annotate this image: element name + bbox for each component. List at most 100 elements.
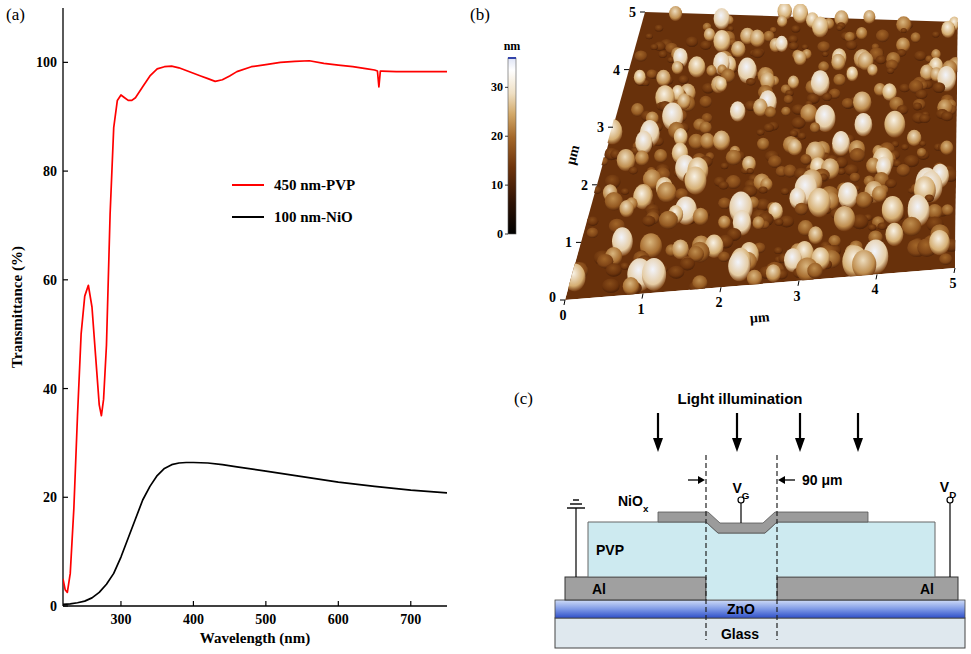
al-label: Al [592,581,606,597]
light-arrowhead [732,438,742,452]
y-tick-label: 80 [43,164,57,179]
afm-grain [564,264,586,292]
afm-x-tick [798,281,799,286]
afm-grain [831,54,845,71]
al-source [565,577,706,600]
x-tick-label: 400 [183,612,204,627]
colorbar-tick [505,136,508,137]
afm-grain [634,70,646,85]
afm-grain [728,26,734,31]
afm-grain [847,67,859,82]
afm-grain [852,250,876,279]
zno-label: ZnO [727,601,755,617]
afm-grain [714,8,730,30]
afm-grain [939,253,952,265]
afm-x-tick [642,294,643,299]
pvp-layer [588,522,935,600]
y-tick-label: 60 [43,273,57,288]
afm-grain [629,167,638,175]
afm-grain [836,26,842,31]
afm-grain [802,44,809,49]
y-axis-title: Transmittance (%) [9,246,26,368]
afm-grain [746,78,756,86]
ground-bar [573,499,579,500]
afm-grain [757,129,765,135]
afm-grain [668,266,684,279]
afm-grain [688,56,705,77]
afm-y-tick [560,300,565,301]
light-arrow [857,413,859,440]
afm-grain [885,223,903,246]
afm-y-tick-label: 0 [549,290,556,305]
x-tick [120,601,121,606]
afm-grain [656,70,670,87]
afm-y-tick [576,242,581,243]
afm-grain [914,51,926,61]
legend: 450 nm-PVP100 nm-NiO [232,177,355,225]
afm-grain [789,130,798,137]
afm-grain [713,30,730,52]
panel-b: (b)nm0102030012345012345μmμm [470,2,963,326]
legend-swatch [232,184,264,186]
colorbar-tick [505,185,508,186]
afm-grain [747,270,762,287]
afm-grain [704,28,715,41]
afm-grain [775,219,784,226]
dim-arrowhead [698,476,705,484]
afm-grain [902,217,921,236]
afm-grain [621,188,629,195]
afm-grain [657,182,676,203]
afm-grain [774,247,783,254]
light-arrow [799,413,801,440]
afm-grain [822,52,828,57]
afm-grain [757,138,769,151]
afm-grain [808,188,831,217]
afm-grain [750,30,765,48]
x-tick-label: 600 [328,612,349,627]
colorbar-title: nm [504,39,521,53]
light-arrowhead [653,438,663,452]
afm-grain [766,264,781,282]
afm-grain [807,263,822,279]
y-tick-label: 100 [36,55,57,70]
afm-grain [882,196,904,224]
afm-grain [646,33,653,39]
afm-grain [603,119,623,145]
y-tick [63,170,68,171]
pvp-label: PVP [596,542,624,558]
afm-grain [834,206,855,231]
afm-grain [940,141,953,156]
afm-x-tick-label: 2 [716,295,723,310]
afm-grain [647,70,657,79]
afm-grain [700,41,711,50]
afm-grain [692,275,707,290]
afm-grain [781,188,789,195]
afm-grain [913,99,926,110]
afm-grain [650,44,658,50]
afm-x-tick-label: 3 [794,289,801,304]
colorbar-tick [505,87,508,88]
afm-grain [718,198,731,210]
afm-y-tick-label: 1 [565,235,572,250]
afm-grain [693,208,709,226]
afm-grain [942,204,954,216]
niox-layer [658,512,868,533]
afm-grain [791,25,800,32]
niox-label-main: NiO [618,493,643,509]
colorbar-tick [505,234,508,235]
afm-grain [623,277,639,295]
afm-grain [919,141,926,147]
legend-swatch [232,216,264,218]
panel-label: (b) [470,5,490,24]
x-tick-label: 300 [110,612,131,627]
afm-grain [621,263,630,270]
afm-grain [901,144,908,150]
x-tick [338,601,339,606]
drain-wire [949,503,950,577]
afm-x-tick [954,268,955,273]
x-tick [265,601,266,606]
colorbar-top [508,57,516,59]
y-tick-label: 0 [50,599,57,614]
afm-grain [832,131,850,156]
panel-a: (a)300400500600700020406080100Wavelength… [6,5,447,647]
